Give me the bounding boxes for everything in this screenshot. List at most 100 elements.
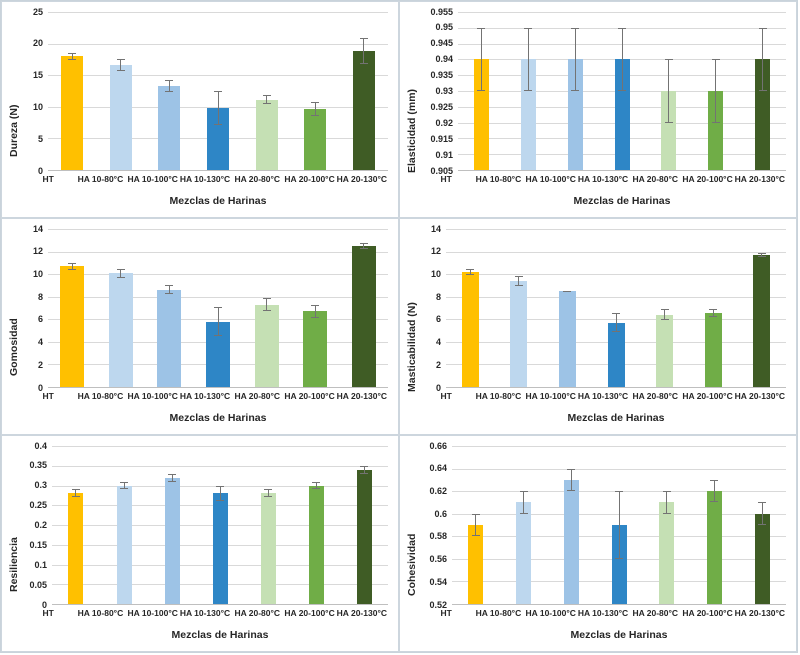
category-label: HA 20-130°C — [734, 174, 785, 184]
y-tick-label: 0.905 — [430, 165, 453, 176]
y-tick-label: 0.56 — [429, 554, 447, 565]
gridline — [458, 12, 786, 13]
y-tick-label: 0.6 — [434, 508, 447, 519]
category-label: HA 10-80°C — [77, 391, 124, 401]
error-bar-cap-top — [68, 262, 77, 264]
error-bar — [664, 309, 666, 321]
category-label: HA 20-80°C — [234, 608, 281, 618]
error-bar-cap-bottom — [116, 70, 125, 72]
y-axis-title: Cohesividad — [406, 533, 418, 596]
error-bar-cap-bottom — [165, 293, 174, 295]
error-bar-cap-top — [571, 27, 580, 29]
error-bar — [363, 242, 365, 250]
error-bar-cap-bottom — [311, 114, 320, 116]
chart-panel-dureza: Dureza (N) 0 5 10 15 20 25 HT HA 10-80°C HA 10-… — [1, 1, 399, 218]
error-bar — [615, 313, 617, 333]
category-label: HA 20-80°C — [632, 391, 679, 401]
y-tick-label: 8 — [37, 291, 43, 302]
y-axis-title: Gomosidad — [8, 318, 20, 377]
error-bar-cap-bottom — [68, 58, 77, 60]
x-axis-title: Mezclas de Harinas — [169, 412, 267, 424]
y-tick-label: 0.25 — [29, 500, 47, 511]
bar-HA 10-100°C — [567, 59, 583, 170]
error-bar-cap-bottom — [471, 535, 480, 537]
error-bar-cap-top — [711, 59, 720, 61]
error-bar-cap-bottom — [466, 274, 475, 276]
gridline — [48, 229, 388, 230]
error-bar — [469, 268, 471, 276]
error-bar — [527, 27, 529, 91]
y-tick-label: 0.66 — [429, 440, 447, 451]
category-label: HA 20-130°C — [336, 174, 387, 184]
error-bar-cap-top — [359, 242, 368, 244]
bar-HA 10-80°C — [516, 502, 532, 604]
category-label: HA 10-80°C — [475, 174, 522, 184]
error-bar-cap-bottom — [216, 500, 224, 502]
category-label: HA 20-80°C — [632, 174, 679, 184]
bar-HA 10-100°C — [164, 477, 180, 604]
category-label: HT — [440, 391, 452, 401]
category-label: HA 10-100°C — [127, 174, 178, 184]
bar-HT — [468, 525, 484, 604]
y-tick-label: 0.945 — [430, 38, 453, 49]
bar-HA 20-80°C — [260, 493, 276, 604]
error-bar — [266, 95, 268, 105]
category-label: HA 20-80°C — [234, 174, 281, 184]
y-tick-label: 25 — [32, 6, 43, 17]
error-bar-cap-bottom — [165, 90, 174, 92]
error-bar-cap-top — [116, 58, 125, 60]
x-axis-labels: HT HA 10-80°C HA 10-100°C HA 10-130°C HA 20-… — [22, 174, 388, 187]
bar-HA 10-100°C — [563, 479, 579, 604]
error-bar-cap-bottom — [571, 90, 580, 91]
y-axis-title: Elasticidad (mm) — [406, 88, 418, 173]
x-axis-labels: HT HA 10-80°C HA 10-100°C HA 10-130°C HA 20-… — [420, 608, 786, 621]
category-label: HA 20-130°C — [336, 608, 387, 618]
error-bar-cap-top — [662, 491, 671, 493]
error-bar-cap-bottom — [660, 319, 669, 321]
chart-panel-cohesividad: Cohesividad 0.52 0.54 0.56 0.58 0.6 0.62 0.64 0… — [399, 435, 797, 652]
error-bar — [123, 481, 125, 490]
category-label: HA 20-100°C — [682, 608, 733, 618]
y-axis-ticks: 0 2 4 6 8 10 12 14 — [22, 224, 48, 393]
gridline — [48, 296, 388, 298]
error-bar — [574, 27, 576, 91]
error-bar-cap-bottom — [262, 310, 271, 312]
category-label: HA 10-80°C — [77, 608, 124, 618]
error-bar — [171, 473, 173, 482]
error-bar-cap-bottom — [612, 331, 620, 333]
bar-HT — [473, 59, 489, 170]
error-bar-cap-bottom — [711, 121, 720, 123]
bar-HA 20-100°C — [308, 485, 324, 604]
error-bar-cap-top — [311, 304, 320, 306]
chart-panel-masticabilidad: Masticabilidad (N) 0 2 4 6 8 10 12 14 HT HA 10-8… — [399, 218, 797, 435]
y-tick-label: 0.64 — [429, 463, 447, 474]
bar-HA 10-80°C — [108, 273, 133, 387]
y-tick-label: 6 — [435, 314, 441, 325]
chart-panel-elasticidad: Elasticidad (mm) 0.905 0.91 0.915 0.92 0.925… — [399, 1, 797, 218]
y-axis-ticks: 0.52 0.54 0.56 0.58 0.6 0.62 0.64 0.66 — [420, 441, 452, 610]
x-axis-title: Mezclas de Harinas — [171, 629, 269, 641]
category-label: HA 10-130°C — [577, 391, 629, 401]
gridline — [446, 296, 786, 298]
error-bar-cap-bottom — [524, 90, 533, 91]
category-label: HA 10-80°C — [77, 174, 124, 184]
error-bar-cap-top — [168, 473, 176, 475]
bar-HA 10-80°C — [520, 59, 536, 170]
error-bar-cap-top — [477, 27, 486, 29]
error-bar-cap-bottom — [311, 317, 320, 319]
error-bar-cap-top — [165, 80, 174, 82]
category-label: HA 10-100°C — [127, 391, 178, 401]
y-tick-label: 0.91 — [435, 149, 453, 160]
error-bar-cap-bottom — [662, 512, 671, 514]
error-bar — [523, 491, 525, 514]
bar-HA 20-130°C — [351, 245, 376, 387]
gridline — [446, 274, 786, 276]
error-bar — [480, 27, 482, 91]
error-bar — [570, 468, 572, 492]
error-bar-cap-top — [710, 479, 719, 481]
error-bar-cap-bottom — [519, 512, 528, 514]
error-bar-cap-bottom — [120, 488, 128, 490]
category-label: HA 10-100°C — [525, 174, 576, 184]
category-label: HT — [42, 391, 54, 401]
bar-HA 10-130°C — [207, 108, 229, 170]
